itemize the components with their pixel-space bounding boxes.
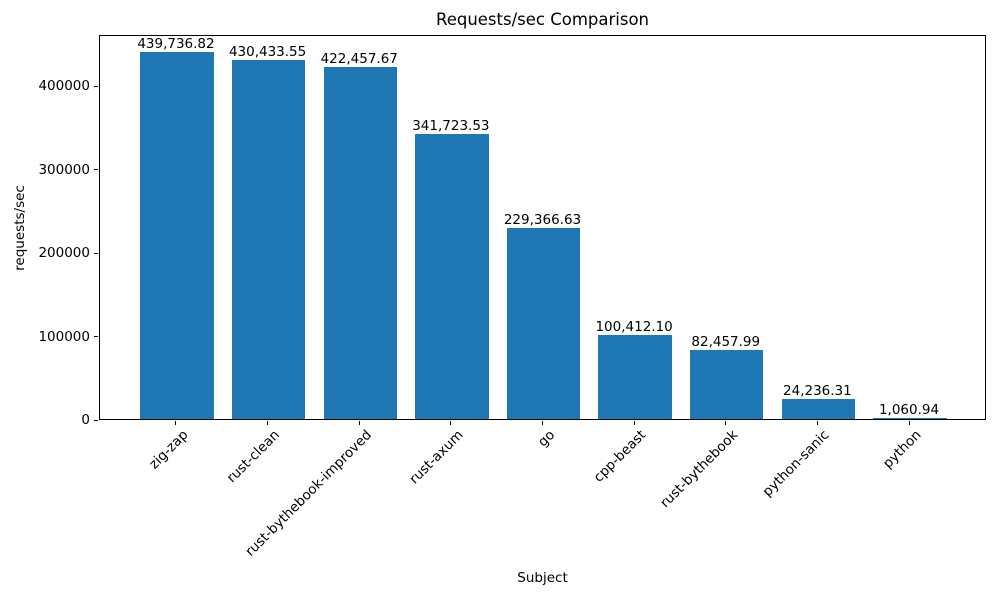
y-tick-mark	[94, 85, 98, 87]
x-tick-mark	[450, 421, 452, 425]
x-tick-label-zig-zap: zig-zap	[145, 427, 192, 473]
y-axis-label: requests/sec	[12, 185, 28, 271]
y-tick-mark	[94, 252, 98, 254]
bar-python	[873, 418, 947, 419]
x-tick-mark	[542, 421, 543, 425]
x-tick-label-rust-bythebook: rust-bythebook	[656, 427, 742, 512]
x-tick-label-rust-clean: rust-clean	[223, 427, 283, 487]
bar-value-label: 82,457.99	[691, 334, 761, 351]
bar-value-label: 229,366.63	[503, 211, 582, 228]
bar-rust-axum	[415, 134, 489, 419]
bar-zig-zap	[140, 52, 214, 419]
bar-rust-bythebook	[690, 350, 764, 419]
x-axis-label: Subject	[517, 570, 568, 586]
x-tick-mark	[908, 421, 910, 425]
x-tick-label-go: go	[534, 427, 558, 451]
x-tick-label-python-sanic: python-sanic	[759, 427, 833, 500]
x-tick-label-rust-axum: rust-axum	[405, 427, 467, 488]
bar-value-label: 430,433.55	[228, 44, 307, 61]
y-tick-mark	[94, 169, 98, 171]
x-tick-mark	[267, 421, 269, 425]
x-tick-mark	[175, 421, 177, 425]
bar-value-label: 24,236.31	[783, 382, 852, 399]
bar-go	[506, 227, 581, 419]
y-tick-label: 400000	[38, 78, 90, 95]
bar-python-sanic	[781, 398, 856, 419]
y-tick-mark	[94, 336, 98, 338]
y-tick-label: 300000	[38, 161, 90, 178]
x-tick-mark	[816, 421, 818, 425]
plot-area	[99, 35, 986, 420]
x-tick-mark	[358, 421, 360, 425]
bar-value-label: 439,736.82	[137, 36, 215, 53]
bar-cpp-beast	[598, 335, 672, 419]
bar-value-label: 422,457.67	[320, 50, 398, 67]
bar-value-label: 341,723.53	[412, 118, 490, 135]
bar-value-label: 100,412.10	[595, 319, 673, 336]
chart-title: Requests/sec Comparison	[435, 10, 650, 29]
y-tick-label: 200000	[38, 245, 90, 262]
x-tick-label-cpp-beast: cpp-beast	[590, 427, 650, 486]
y-tick-label: 100000	[38, 328, 90, 345]
x-tick-mark	[725, 421, 727, 425]
x-tick-mark	[633, 421, 635, 425]
bar-value-label: 1,060.94	[878, 402, 940, 419]
y-tick-label: 0	[81, 412, 90, 428]
y-tick-mark	[94, 419, 98, 421]
bar-rust-bythebook-improved	[323, 66, 397, 419]
bar-rust-clean	[231, 60, 306, 419]
x-tick-label-python: python	[879, 427, 925, 472]
